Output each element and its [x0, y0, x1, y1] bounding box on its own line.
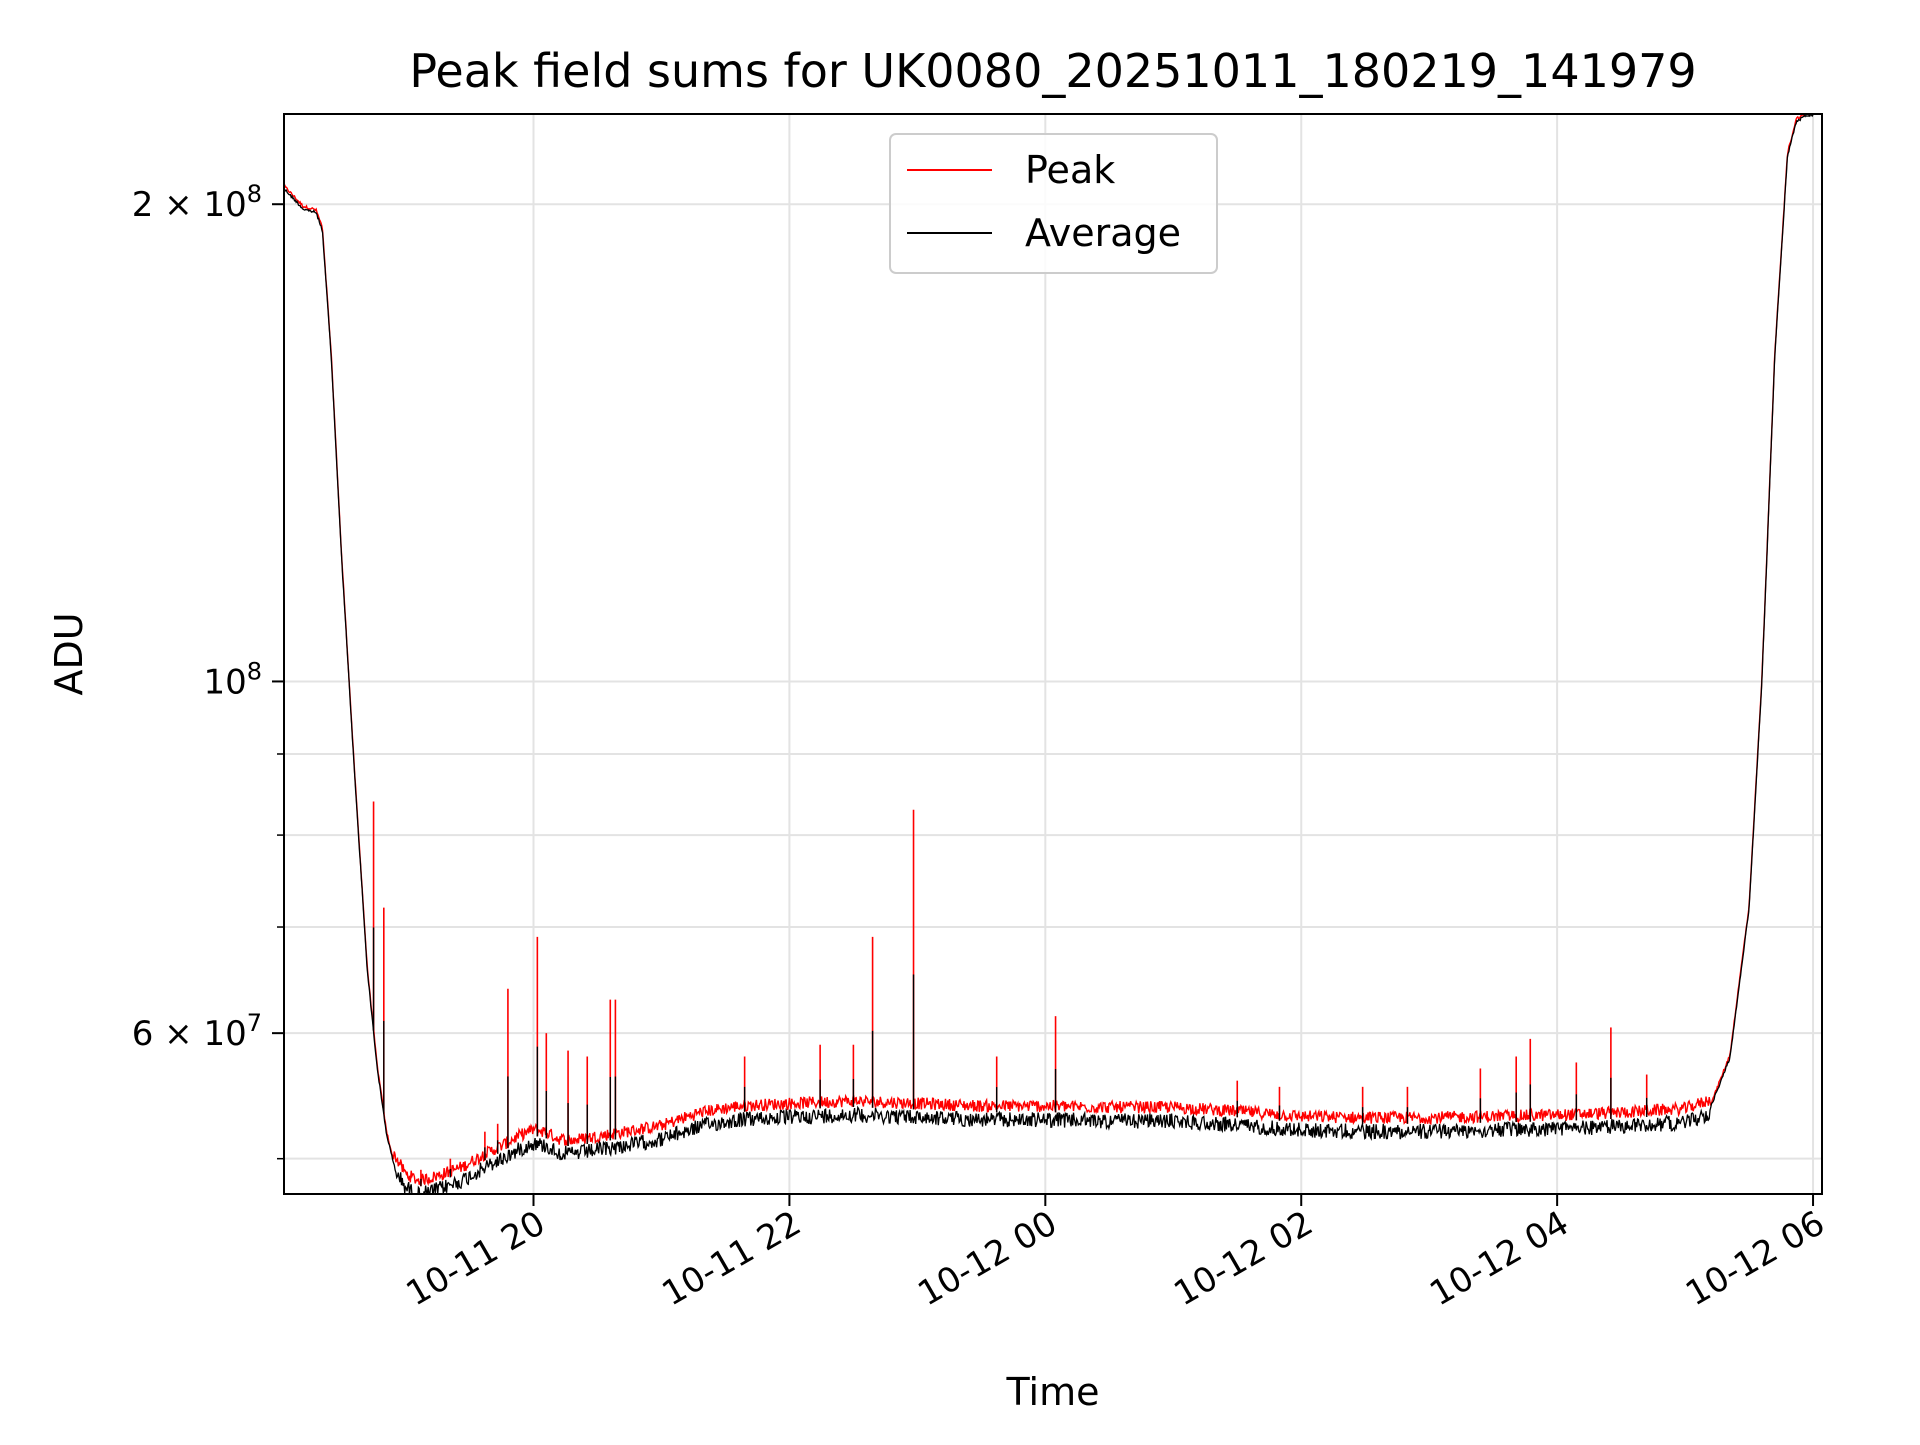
- y-tick-label: 6 × 107: [132, 1009, 262, 1054]
- legend-box: [889, 133, 1218, 274]
- grid: [284, 114, 1822, 1194]
- average-series-line: [284, 114, 1814, 1194]
- series-layer: [284, 114, 1814, 1194]
- plot-frame: [283, 113, 1823, 1195]
- chart-title: Peak field sums for UK0080_20251011_1802…: [409, 44, 1696, 98]
- legend-peak-label: Peak: [1025, 148, 1115, 192]
- y-tick-label: 108: [203, 657, 262, 702]
- legend: Peak Average: [889, 133, 1218, 274]
- x-axis-label: Time: [1006, 1370, 1100, 1414]
- y-axis-label: ADU: [47, 612, 91, 695]
- legend-average-label: Average: [1025, 211, 1181, 255]
- y-tick-label: 2 × 108: [132, 180, 262, 225]
- peak-series-line: [284, 114, 1810, 1187]
